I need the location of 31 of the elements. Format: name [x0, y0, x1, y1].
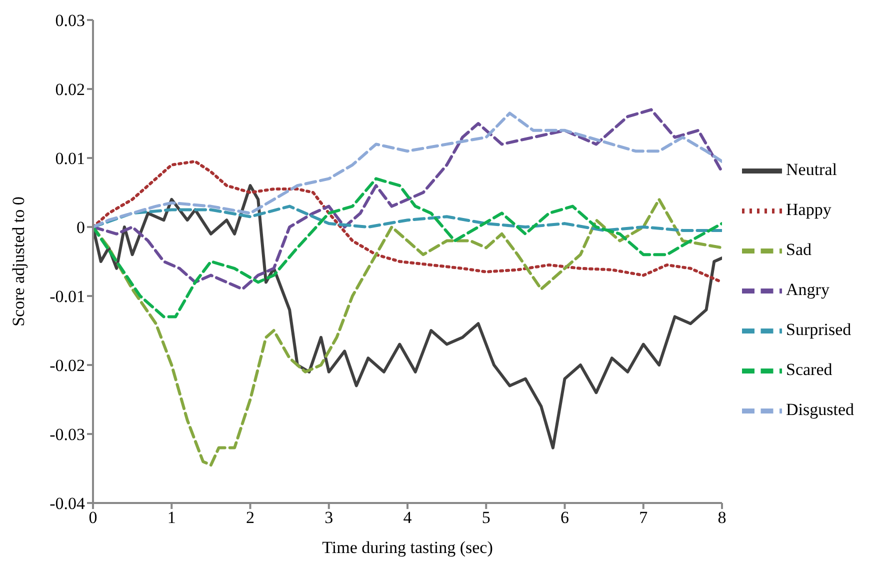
y-tick-label: 0.01	[55, 149, 85, 168]
x-tick-label: 4	[403, 508, 412, 528]
y-tick-label: -0.01	[50, 287, 85, 306]
x-tick-label: 6	[560, 508, 569, 528]
line-series	[93, 108, 722, 291]
y-tick-label: -0.04	[50, 494, 86, 514]
line-series	[93, 204, 722, 232]
y-axis-title: Score adjusted to 0	[9, 196, 28, 326]
legend-label: Sad	[786, 239, 812, 258]
x-tick-label: 7	[639, 508, 648, 528]
y-tick-label: 0	[76, 218, 85, 238]
legend-label: Scared	[786, 359, 832, 378]
y-tick-label: 0.02	[55, 80, 85, 100]
legend-label: Angry	[786, 279, 830, 298]
y-tick-label: 0.03	[55, 11, 85, 30]
x-tick-label: 2	[246, 508, 254, 528]
legend-label: Neutral	[786, 159, 837, 178]
y-tick-label: -0.03	[50, 425, 85, 444]
x-tick-label: 5	[482, 508, 490, 528]
legend-label: Disgusted	[786, 399, 854, 418]
line-series	[93, 160, 722, 284]
x-tick-label: 1	[167, 508, 176, 528]
line-series	[93, 112, 722, 228]
x-tick-label: 0	[88, 508, 98, 528]
y-tick-label: -0.02	[50, 356, 85, 376]
x-tick-label: 3	[324, 508, 334, 528]
line-series	[93, 177, 722, 318]
x-axis-title: Time during tasting (sec)	[322, 538, 493, 557]
legend-label: Happy	[786, 199, 832, 218]
legend-label: Surprised	[786, 319, 852, 338]
x-tick-label: 8	[718, 508, 726, 528]
